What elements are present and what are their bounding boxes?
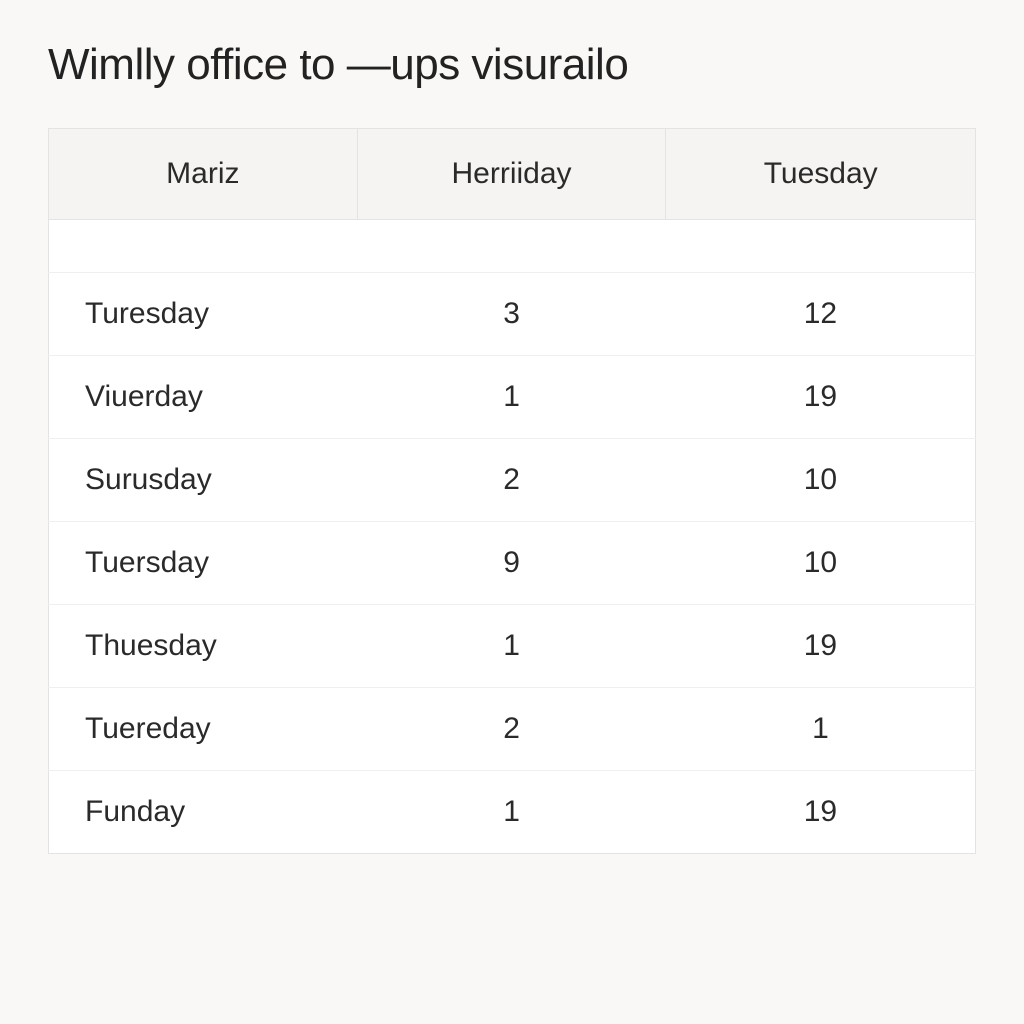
table-row: Viuerday 1 19 (49, 356, 976, 439)
column-header: Mariz (49, 129, 358, 220)
table-cell: 19 (666, 356, 976, 439)
table-row: Tuereday 2 1 (49, 688, 976, 771)
table-cell: Viuerday (49, 356, 358, 439)
table-row: Tuersday 9 10 (49, 522, 976, 605)
table-cell: 12 (666, 273, 976, 356)
table-cell: Funday (49, 771, 358, 854)
table-cell: 2 (357, 688, 666, 771)
table-cell: Tuersday (49, 522, 358, 605)
table-row: Surusday 2 10 (49, 439, 976, 522)
table-cell: 1 (357, 605, 666, 688)
table-cell: 19 (666, 605, 976, 688)
table-cell: 1 (666, 688, 976, 771)
table-header-row: Mariz Herriiday Tuesday (49, 129, 976, 220)
table-cell: 9 (357, 522, 666, 605)
table-cell: Turesday (49, 273, 358, 356)
table-cell: Surusday (49, 439, 358, 522)
page: Wimlly office to —ups visurailo Mariz He… (0, 0, 1024, 854)
column-header: Herriiday (357, 129, 666, 220)
column-header: Tuesday (666, 129, 976, 220)
table-cell: 19 (666, 771, 976, 854)
table-spacer-row (49, 220, 976, 273)
table-cell: 2 (357, 439, 666, 522)
table-row: Funday 1 19 (49, 771, 976, 854)
table-row: Thuesday 1 19 (49, 605, 976, 688)
table-cell: 10 (666, 522, 976, 605)
table-cell: Thuesday (49, 605, 358, 688)
table-cell: 3 (357, 273, 666, 356)
data-table: Mariz Herriiday Tuesday Turesday 3 12 Vi… (48, 128, 976, 854)
page-title: Wimlly office to —ups visurailo (48, 40, 976, 90)
table-row: Turesday 3 12 (49, 273, 976, 356)
table-cell: 10 (666, 439, 976, 522)
table-cell: 1 (357, 771, 666, 854)
table-cell: Tuereday (49, 688, 358, 771)
table-cell: 1 (357, 356, 666, 439)
